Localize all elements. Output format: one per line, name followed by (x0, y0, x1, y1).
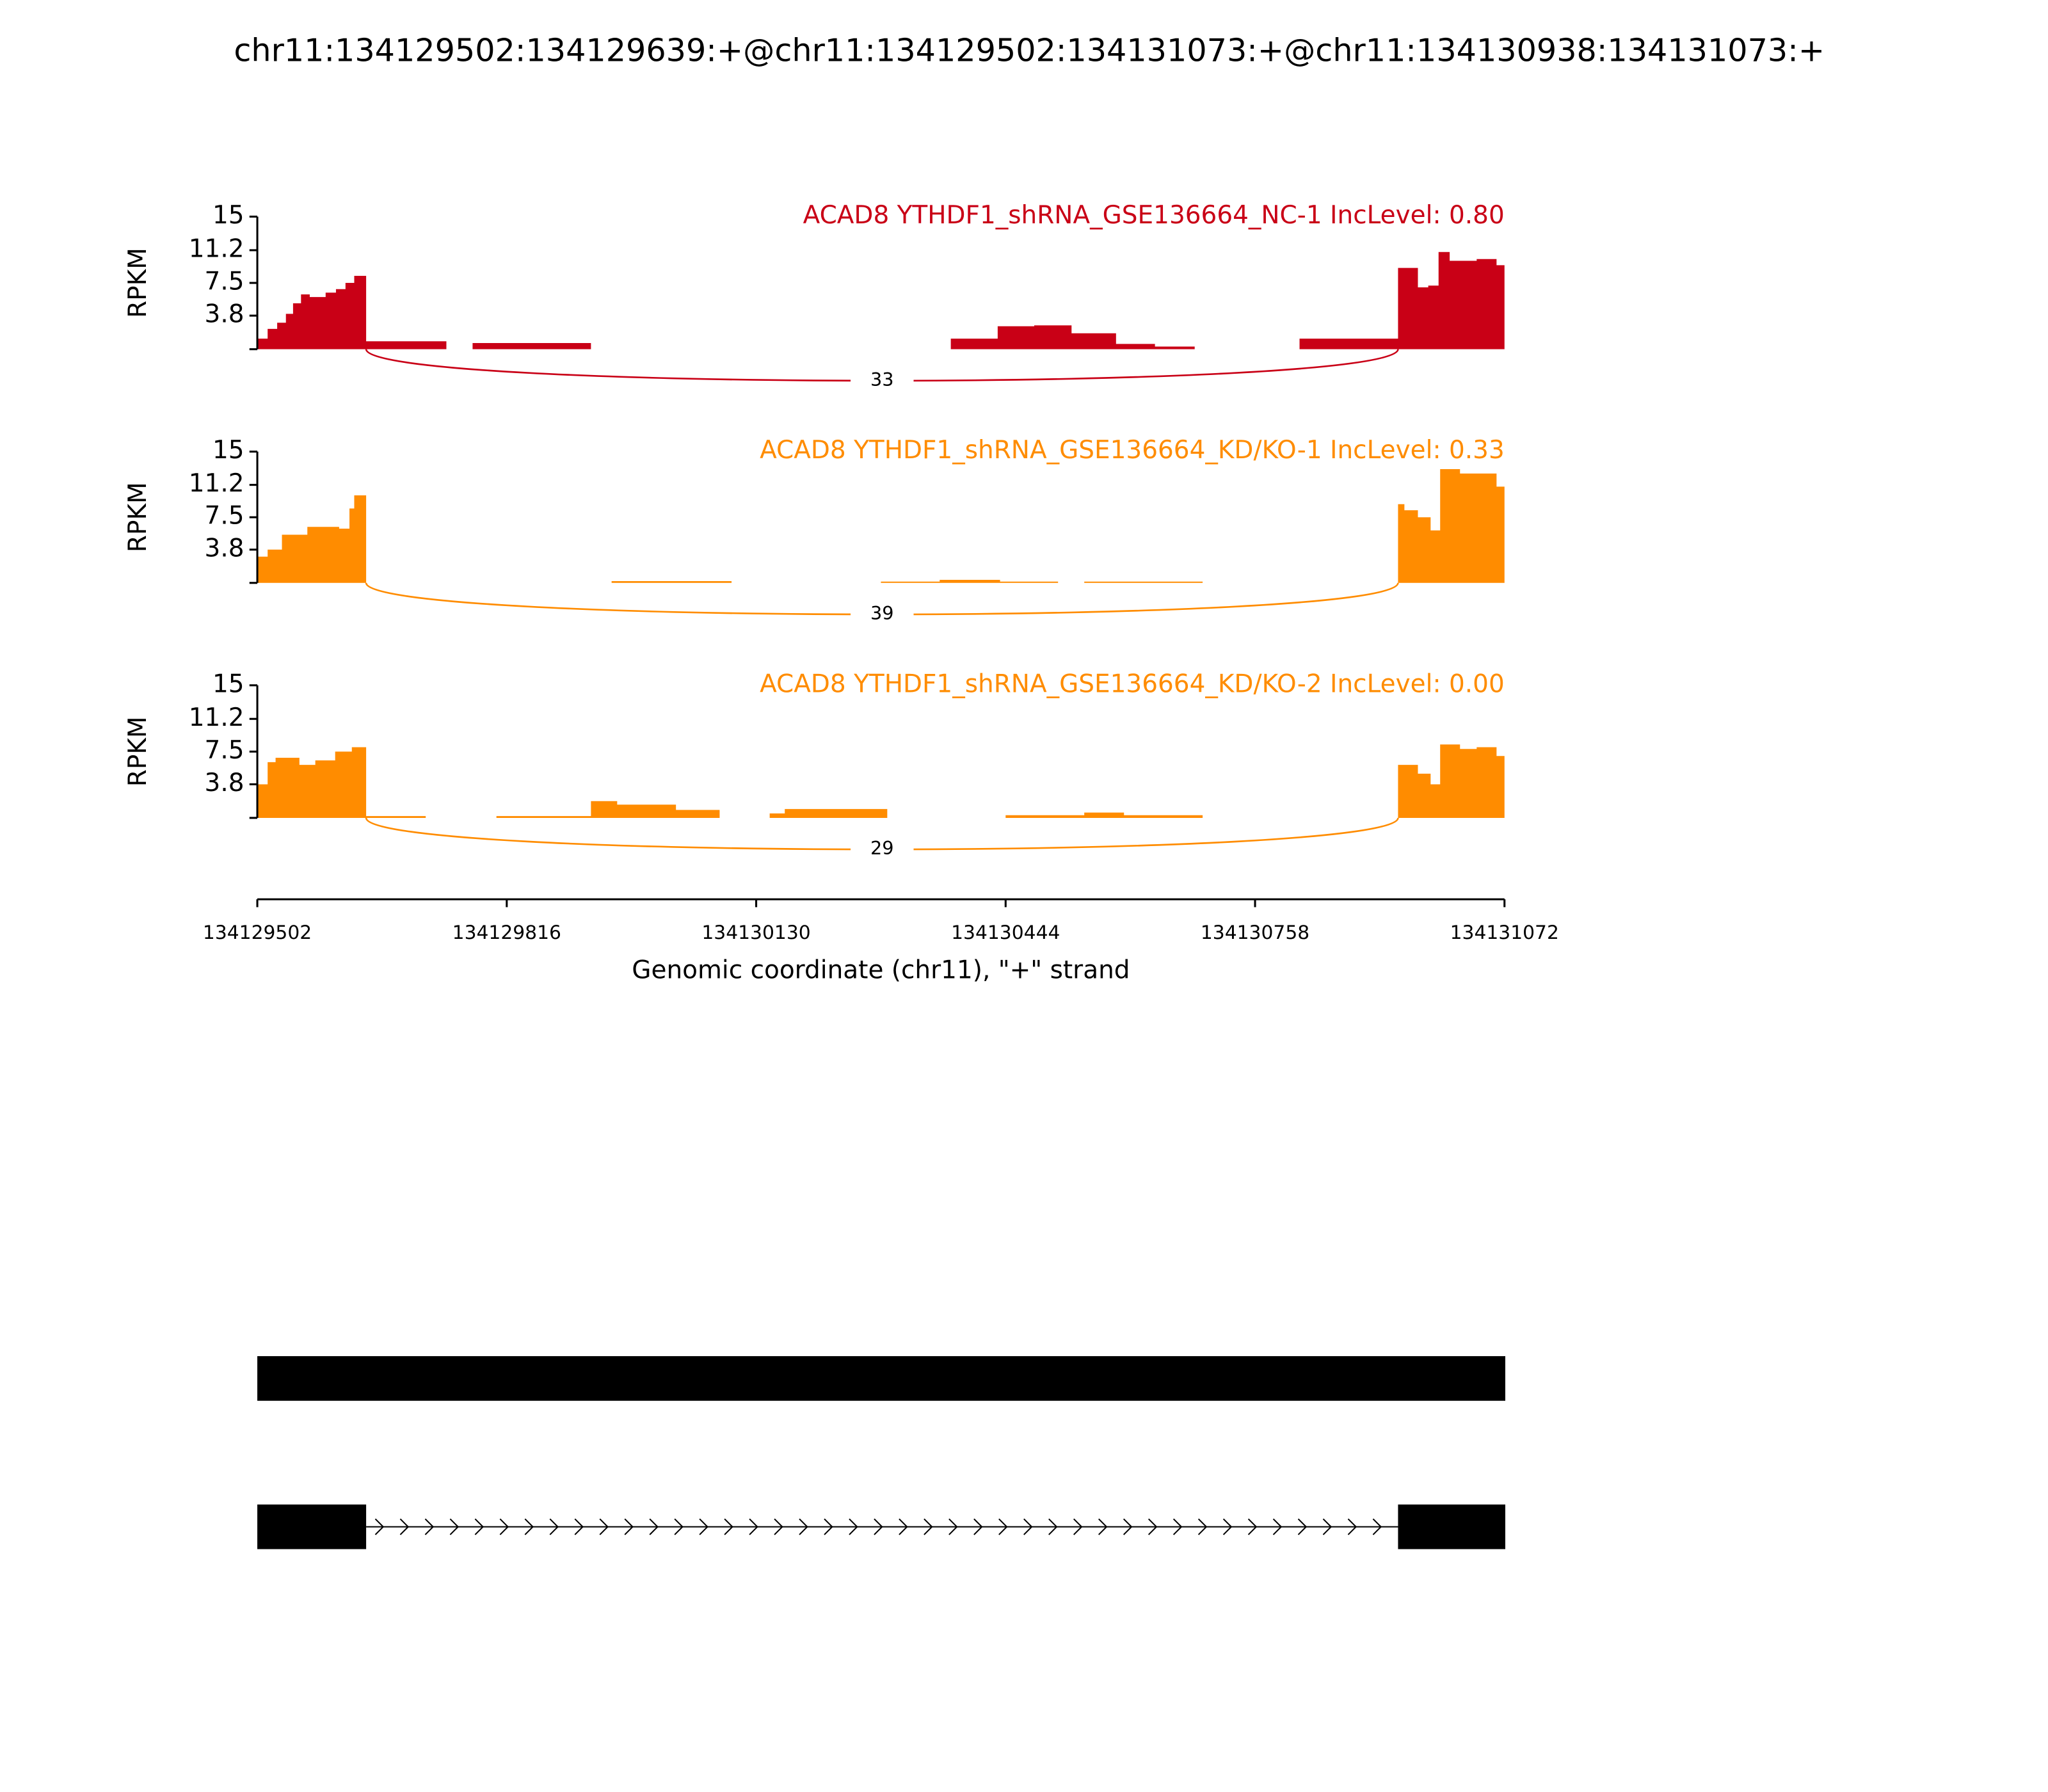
exon (1398, 1504, 1506, 1549)
strand-arrow (849, 1518, 858, 1535)
y-tick-label: 15 (212, 669, 244, 698)
strand-arrow (1048, 1518, 1058, 1535)
exon (257, 1504, 367, 1549)
x-tick-label: 134130444 (951, 922, 1060, 944)
strand-arrow (424, 1518, 435, 1535)
y-tick-label: 7.5 (205, 268, 244, 296)
strand-arrow (474, 1518, 484, 1535)
strand-arrow (1322, 1518, 1332, 1535)
junction-count: 39 (870, 602, 894, 624)
strand-arrow (1272, 1518, 1283, 1535)
panel-title: ACAD8 YTHDF1_shRNA_GSE136664_KD/KO-2 Inc… (760, 669, 1505, 698)
y-tick-label: 11.2 (189, 469, 244, 498)
strand-arrow (674, 1518, 684, 1535)
strand-arrow (1073, 1518, 1083, 1535)
strand-arrow (749, 1518, 758, 1535)
y-tick-label: 3.8 (205, 769, 244, 797)
strand-arrow (1247, 1518, 1258, 1535)
strand-arrow (924, 1518, 933, 1535)
y-tick-label: 7.5 (205, 736, 244, 765)
strand-arrow (499, 1518, 509, 1535)
y-tick-label: 15 (212, 201, 244, 230)
panel-title: ACAD8 YTHDF1_shRNA_GSE136664_NC-1 IncLev… (803, 201, 1505, 230)
y-tick-label: 7.5 (205, 502, 244, 531)
y-tick-label: 15 (212, 436, 244, 465)
junction-label-bg (851, 602, 914, 627)
strand-arrow (574, 1518, 584, 1535)
panel-title: ACAD8 YTHDF1_shRNA_GSE136664_KD/KO-1 Inc… (760, 436, 1505, 465)
strand-arrow (374, 1518, 385, 1535)
strand-arrow (1098, 1518, 1108, 1535)
coverage-area (257, 744, 1505, 818)
strand-arrow (1023, 1518, 1033, 1535)
strand-arrow (948, 1518, 958, 1535)
strand-arrow (1372, 1518, 1382, 1535)
y-tick-label: 11.2 (189, 703, 244, 732)
junction-count: 29 (870, 837, 894, 859)
exon (257, 1356, 1506, 1401)
strand-arrow (1197, 1518, 1208, 1535)
strand-arrow (699, 1518, 708, 1535)
strand-arrow (973, 1518, 983, 1535)
strand-arrow (899, 1518, 908, 1535)
x-tick-label: 134130758 (1201, 922, 1309, 944)
x-tick-label: 134129502 (203, 922, 312, 944)
strand-arrow (549, 1518, 559, 1535)
strand-arrow (599, 1518, 609, 1535)
junction-count: 33 (870, 369, 894, 390)
y-axis-label: RPKM (124, 248, 152, 318)
strand-arrow (774, 1518, 783, 1535)
strand-arrow (874, 1518, 883, 1535)
strand-arrow (624, 1518, 634, 1535)
strand-arrow (524, 1518, 534, 1535)
x-tick-label: 134131072 (1450, 922, 1559, 944)
strand-arrow (1297, 1518, 1308, 1535)
figure-title: chr11:134129502:134129639:+@chr11:134129… (234, 32, 1825, 69)
strand-arrow (1172, 1518, 1183, 1535)
x-axis-label: Genomic coordinate (chr11), "+" strand (632, 956, 1130, 984)
strand-arrow (449, 1518, 460, 1535)
strand-arrow (1347, 1518, 1357, 1535)
junction-label-bg (851, 369, 914, 393)
y-tick-label: 3.8 (205, 300, 244, 329)
strand-arrow (1123, 1518, 1133, 1535)
y-axis-label: RPKM (124, 716, 152, 787)
y-axis-label: RPKM (124, 482, 152, 552)
coverage-area (257, 468, 1505, 583)
strand-arrow (1222, 1518, 1233, 1535)
y-tick-label: 3.8 (205, 534, 244, 563)
strand-arrow (799, 1518, 808, 1535)
x-tick-label: 134129816 (452, 922, 561, 944)
y-tick-label: 11.2 (189, 234, 244, 263)
strand-arrow (1148, 1518, 1158, 1535)
strand-arrow (649, 1518, 659, 1535)
x-tick-label: 134130130 (701, 922, 810, 944)
junction-label-bg (851, 837, 914, 861)
strand-arrow (399, 1518, 410, 1535)
strand-arrow (724, 1518, 733, 1535)
coverage-area (257, 252, 1505, 349)
strand-arrow (824, 1518, 833, 1535)
strand-arrow (998, 1518, 1008, 1535)
